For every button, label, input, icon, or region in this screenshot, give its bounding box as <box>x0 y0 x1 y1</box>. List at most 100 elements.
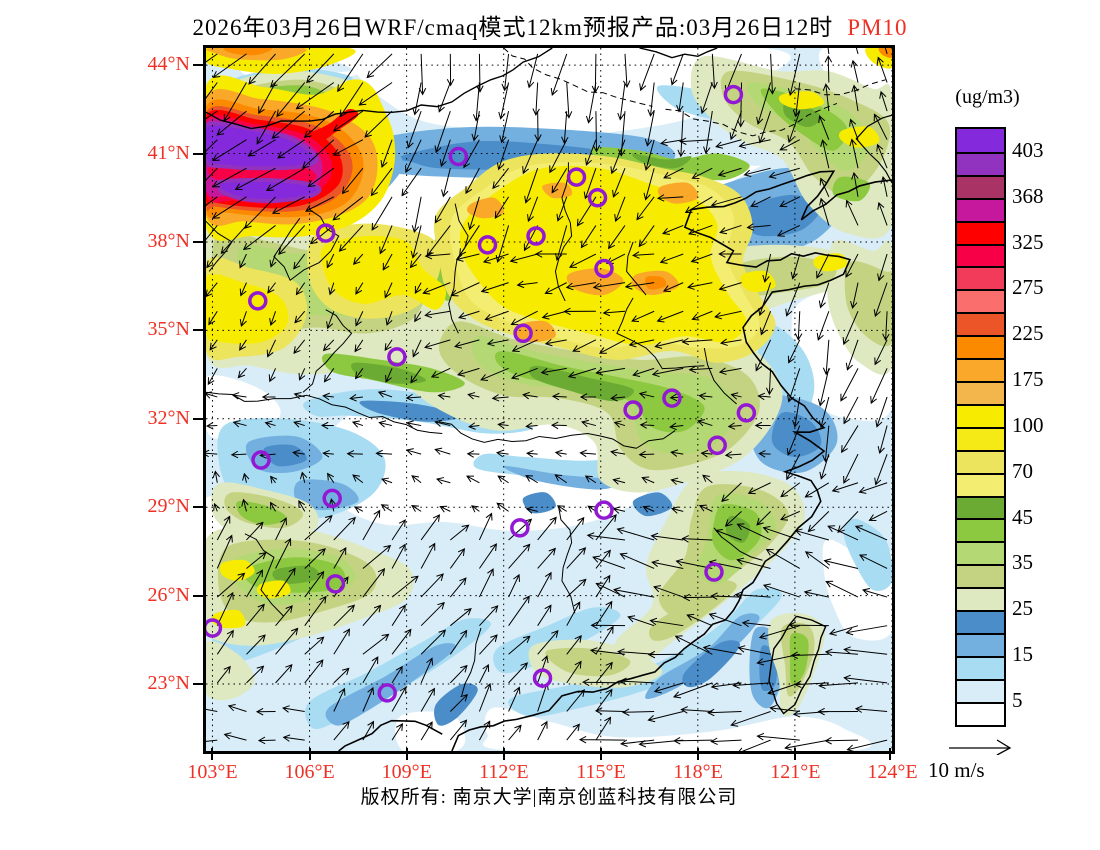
wind-arrow <box>643 168 655 201</box>
wind-arrow <box>508 635 531 655</box>
wind-arrow <box>516 280 538 289</box>
colorbar-tick-label: 70 <box>1012 458 1033 483</box>
wind-arrow <box>788 621 829 630</box>
wind-arrow <box>703 111 713 155</box>
wind-arrow <box>391 628 412 655</box>
wind-arrow <box>206 253 218 269</box>
wind-arrow <box>332 110 364 132</box>
wind-arrow <box>211 196 247 219</box>
wind-arrow <box>620 739 655 747</box>
wind-arrow <box>212 53 247 79</box>
city-marker <box>623 400 643 420</box>
wind-arrow <box>858 554 888 569</box>
wind-arrow <box>247 139 276 157</box>
wind-arrow <box>449 577 467 598</box>
wind-arrow <box>879 90 888 112</box>
wind-arrow <box>304 196 335 212</box>
city-marker <box>448 146 469 167</box>
wind-arrow <box>430 367 451 378</box>
lon-tick-label: 109°E <box>381 761 432 783</box>
lat-tick-label: 23°N <box>147 671 190 694</box>
wind-arrow <box>449 693 468 712</box>
lat-tick-mark <box>193 152 206 155</box>
wind-arrow <box>508 662 529 684</box>
wind-arrow <box>478 682 492 712</box>
city-marker <box>736 403 757 423</box>
wind-arrow <box>817 368 830 407</box>
wind-arrow <box>275 537 292 569</box>
wind-arrow <box>580 419 597 428</box>
contour-region <box>256 580 291 599</box>
city-marker <box>477 235 498 255</box>
wind-arrow <box>566 723 580 741</box>
wind-arrow <box>255 707 276 716</box>
national-border <box>639 48 718 59</box>
wind-arrow <box>854 705 888 713</box>
wind-arrow <box>661 224 684 235</box>
wind-arrow <box>776 224 800 237</box>
wind-arrow <box>779 196 800 208</box>
wind-arrow <box>326 311 335 330</box>
wind-arrow <box>642 505 655 513</box>
wind-arrow <box>479 605 499 627</box>
city-marker <box>566 167 587 187</box>
wind-arrow <box>765 368 774 396</box>
contour-region <box>359 400 462 422</box>
wind-arrow <box>736 523 771 541</box>
province-border <box>626 241 647 296</box>
wind-arrow <box>610 448 626 457</box>
wind-arrow <box>420 601 445 627</box>
wind-arrow <box>333 516 356 541</box>
wind-arrow <box>656 194 684 202</box>
colorbar-swatch <box>957 495 1004 519</box>
wind-arrow <box>261 393 276 401</box>
wind-arrow <box>644 111 655 147</box>
colorbar-swatch <box>957 129 1004 152</box>
wind-arrow <box>743 167 771 178</box>
colorbar-swatch <box>957 174 1004 198</box>
wind-arrow <box>207 368 218 386</box>
wind-arrow <box>718 250 742 258</box>
wind-arrow <box>565 282 596 291</box>
wind-arrow <box>758 450 771 458</box>
lon-tick-label: 118°E <box>673 761 723 783</box>
wind-arrow <box>293 253 306 270</box>
wind-arrow <box>670 53 684 86</box>
wind-arrow <box>526 53 539 89</box>
wind-arrow <box>478 663 490 684</box>
wind-arrow <box>453 339 480 349</box>
wind-arrow <box>823 558 859 569</box>
wind-arrow <box>566 634 582 655</box>
province-border <box>794 79 886 96</box>
wind-arrow <box>566 547 587 569</box>
lat-tick-mark <box>193 682 206 685</box>
wind-arrow <box>638 391 655 399</box>
wind-arrow <box>524 168 539 204</box>
contour-region <box>529 365 634 402</box>
wind-arrow <box>406 420 422 428</box>
wind-arrow <box>754 421 771 430</box>
wind-arrow <box>327 472 335 484</box>
wind-arrow <box>737 645 771 655</box>
wind-arrow <box>651 559 684 569</box>
wind-arrow <box>332 139 364 156</box>
wind-arrow <box>239 311 247 327</box>
wind-arrow <box>721 482 742 502</box>
title-text: 2026年03月26日WRF/cmaq模式12km预报产品:03月26日12时 <box>192 15 834 40</box>
wind-arrow <box>840 368 859 402</box>
wind-arrow <box>554 474 568 484</box>
contour-region <box>832 176 871 202</box>
wind-arrow <box>206 139 218 152</box>
wind-arrow <box>420 721 433 741</box>
wind-arrow <box>337 53 364 93</box>
wind-arrow <box>843 453 859 484</box>
province-border <box>206 220 233 272</box>
wind-arrow <box>718 367 742 375</box>
wind-arrow <box>242 472 250 483</box>
lat-tick-label: 32°N <box>147 406 190 429</box>
wind-arrow <box>817 707 859 716</box>
wind-arrow <box>304 636 325 655</box>
wind-arrow <box>495 449 509 458</box>
wind-arrow <box>585 139 597 166</box>
lon-tick-mark <box>697 748 700 760</box>
